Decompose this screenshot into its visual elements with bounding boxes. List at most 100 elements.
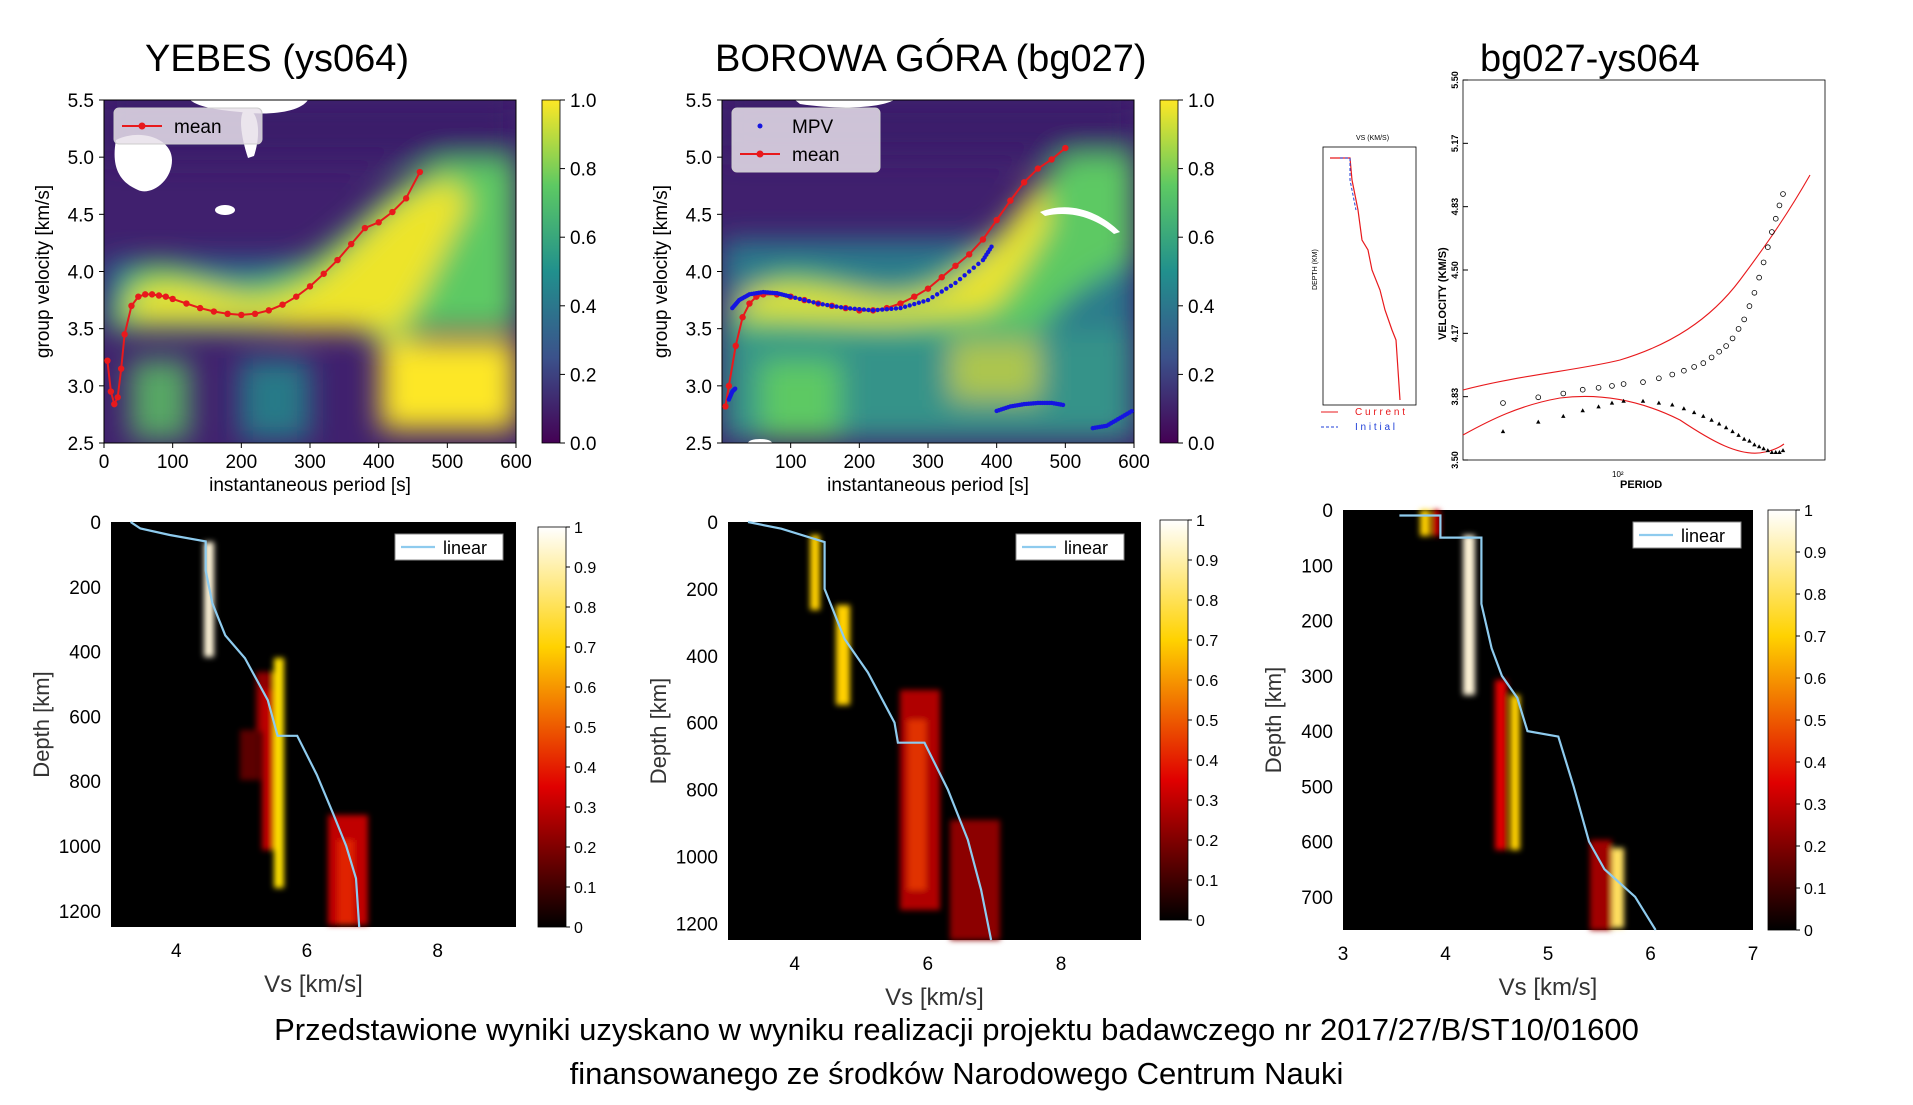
colorbar-tick-label-vs-bg027: 0.2 bbox=[1196, 833, 1218, 850]
mpv-point-bg027 bbox=[880, 307, 885, 312]
mpv-point-bg027 bbox=[948, 283, 954, 288]
colorbar-tick-label-vs-diff: 0.3 bbox=[1804, 797, 1826, 814]
x-axis-label-bg027: instantaneous period [s] bbox=[827, 475, 1029, 496]
mpv-point-bg027 bbox=[811, 300, 816, 305]
mpv-point-bg027 bbox=[838, 305, 844, 310]
mpv-point-bg027 bbox=[825, 302, 830, 308]
x-tick-label-bg027: 600 bbox=[1118, 452, 1150, 473]
observed-point-upper bbox=[1691, 364, 1697, 370]
x-tick-label-vs-bg027: 6 bbox=[923, 954, 934, 975]
observed-point-upper bbox=[1751, 289, 1758, 296]
mean-point-ys064 bbox=[251, 310, 259, 318]
mean-point-ys064 bbox=[348, 240, 355, 248]
y-tick-label-vs-ys064: 800 bbox=[69, 772, 101, 793]
mpv-point-bg027 bbox=[866, 307, 871, 313]
mean-point-bg027 bbox=[746, 300, 753, 307]
mpv-point-bg027 bbox=[957, 276, 963, 282]
colorbar-tick-label-vs-diff: 0.5 bbox=[1804, 713, 1826, 730]
colorbar-tick-label-vs-ys064: 0.3 bbox=[574, 800, 596, 817]
mean-point-ys064 bbox=[114, 394, 121, 401]
x-tick-label-vs-bg027: 8 bbox=[1056, 954, 1067, 975]
y-tick-label-bg027: 2.5 bbox=[686, 434, 712, 455]
y-tick-label-vs-diff: 500 bbox=[1301, 777, 1333, 798]
mpv-point-bg027 bbox=[893, 306, 899, 311]
mean-point-bg027 bbox=[725, 382, 733, 390]
legend-mean-marker bbox=[756, 150, 764, 158]
mean-point-bg027 bbox=[722, 403, 729, 410]
mpv-point-bg027 bbox=[843, 305, 848, 311]
observed-point-lower bbox=[1777, 450, 1782, 454]
mpv-point-bg027 bbox=[989, 244, 994, 249]
x-axis-label-vs-diff: Vs [km/s] bbox=[1499, 974, 1598, 1001]
mpv-point-bg027 bbox=[934, 292, 940, 297]
observed-point-lower bbox=[1730, 429, 1735, 434]
vs-panel-diff bbox=[1343, 510, 1753, 930]
chart-title-diff: bg027-ys064 bbox=[1480, 38, 1700, 80]
colorbar-tick-label-vs-bg027: 0.7 bbox=[1196, 633, 1218, 650]
colorbar-tick-label-ys064: 0.4 bbox=[570, 297, 597, 318]
chart-title-ys064: YEBES (ys064) bbox=[145, 38, 409, 80]
colorbar-tick-label-bg027: 0.6 bbox=[1188, 228, 1214, 249]
mpv-point-bg027 bbox=[944, 286, 949, 291]
y-tick-label-vs-diff: 100 bbox=[1301, 556, 1333, 577]
observed-point-upper bbox=[1735, 326, 1742, 332]
colorbar-tick-label-vs-ys064: 0.4 bbox=[574, 760, 596, 777]
y-tick-label-bg027: 4.5 bbox=[686, 205, 712, 226]
mpv-point-bg027 bbox=[925, 297, 931, 303]
colorbar-ys064 bbox=[541, 99, 561, 444]
observed-point-lower bbox=[1500, 429, 1506, 434]
mean-point-ys064 bbox=[111, 400, 118, 408]
y-tick-label-bg027: 3.0 bbox=[686, 377, 712, 398]
mpv-point-bg027 bbox=[847, 306, 853, 311]
observed-point-lower bbox=[1780, 448, 1786, 453]
legend-mean-marker bbox=[138, 122, 146, 130]
x-tick-label-bg027: 400 bbox=[981, 452, 1013, 473]
y-tick-label-vs-ys064: 400 bbox=[69, 643, 101, 664]
y-tick-label-vs-bg027: 1200 bbox=[676, 914, 718, 935]
footer-line-1: Przedstawione wyniki uzyskano w wyniku r… bbox=[274, 1012, 1639, 1047]
mean-point-ys064 bbox=[135, 293, 142, 300]
mean-point-ys064 bbox=[361, 224, 369, 232]
mean-point-bg027 bbox=[1062, 144, 1069, 152]
x-tick-label-ys064: 400 bbox=[363, 452, 395, 473]
observed-point-lower bbox=[1747, 438, 1752, 443]
colorbar-vs-bg027 bbox=[1159, 519, 1189, 921]
mean-point-bg027 bbox=[732, 342, 739, 350]
mpv-point-bg027 bbox=[916, 300, 922, 305]
observed-point-lower bbox=[1536, 419, 1541, 424]
observed-point-upper bbox=[1760, 259, 1767, 266]
dispersion-ytick-label: 4.17 bbox=[1450, 325, 1460, 343]
observed-point-upper bbox=[1729, 335, 1736, 342]
y-tick-label-vs-diff: 200 bbox=[1301, 612, 1333, 633]
observed-point-lower bbox=[1773, 450, 1778, 454]
dispersion-yticks: 3.50 3.83 4.17 4.50 4.83 5.17 5.50 bbox=[1450, 71, 1468, 469]
mean-point-bg027 bbox=[979, 236, 987, 243]
linear-line-ys064 bbox=[129, 521, 361, 928]
x-tick-label-vs-diff: 6 bbox=[1645, 944, 1656, 965]
dispersion-xlabel: PERIOD bbox=[1620, 479, 1662, 491]
observed-point-upper bbox=[1756, 274, 1762, 281]
mean-point-bg027 bbox=[911, 293, 918, 300]
mean-point-ys064 bbox=[162, 293, 169, 300]
observed-point-upper bbox=[1741, 316, 1747, 323]
x-tick-label-bg027: 200 bbox=[843, 452, 875, 473]
legend-label-mean: mean bbox=[792, 145, 840, 166]
y-tick-label-vs-bg027: 0 bbox=[707, 513, 718, 534]
mean-point-ys064 bbox=[196, 304, 204, 312]
colorbar-bg027 bbox=[1159, 99, 1179, 444]
mean-point-ys064 bbox=[320, 270, 327, 277]
dispersion-ytick-label: 5.50 bbox=[1450, 71, 1460, 89]
mean-point-ys064 bbox=[128, 302, 135, 309]
y-tick-label-bg027: 3.5 bbox=[686, 320, 712, 341]
mean-point-bg027 bbox=[739, 314, 746, 321]
observed-point-upper bbox=[1772, 215, 1779, 222]
y-tick-label-bg027: 4.0 bbox=[686, 263, 712, 284]
dispersion-ylabel: VELOCITY (KM/S) bbox=[1437, 247, 1449, 340]
colorbar-tick-label-bg027: 0.2 bbox=[1188, 365, 1214, 386]
mean-point-ys064 bbox=[224, 310, 231, 318]
observed-point-lower bbox=[1609, 400, 1615, 405]
colorbar-tick-label-vs-ys064: 1 bbox=[574, 520, 583, 537]
y-tick-label-ys064: 3.0 bbox=[68, 377, 94, 398]
mean-point-bg027 bbox=[924, 285, 932, 292]
mpv-point-bg027 bbox=[976, 261, 981, 267]
